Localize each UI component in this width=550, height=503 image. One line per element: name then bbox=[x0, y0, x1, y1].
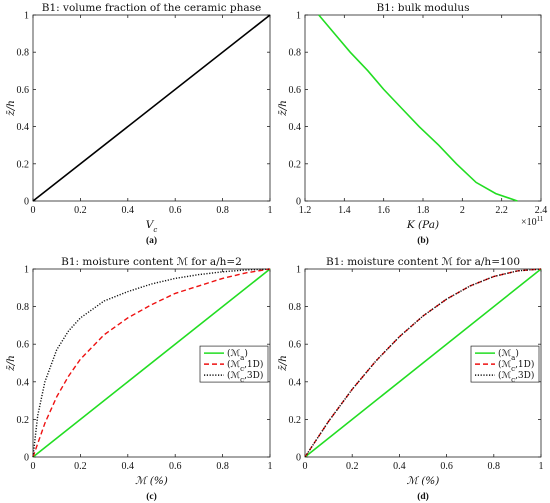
x-axis-label: ℳ (%) bbox=[135, 475, 168, 487]
y-tick-label: 0.6 bbox=[17, 340, 30, 351]
legend-label: (ℳc,3D) bbox=[227, 370, 263, 384]
x-tick-label: 0.8 bbox=[216, 461, 229, 472]
x-tick-label: 2.2 bbox=[495, 205, 508, 216]
y-axis-label: z̄/h bbox=[5, 100, 17, 117]
series-line-0 bbox=[318, 14, 518, 202]
panel-caption: (a) bbox=[146, 235, 157, 246]
series-line-c-1d bbox=[32, 268, 271, 458]
x-axis-label: ℳ (%) bbox=[407, 475, 440, 487]
plot-frame bbox=[304, 14, 542, 202]
x-axis-label: Vc bbox=[146, 219, 158, 234]
x-tick-label: 1 bbox=[268, 205, 273, 216]
x-tick-label: 0 bbox=[31, 461, 36, 472]
series-line-c-3d bbox=[32, 268, 271, 458]
x-tick-label: 0.8 bbox=[216, 205, 229, 216]
x-tick-label: 0.6 bbox=[169, 205, 182, 216]
chart-panel-b: B1: bulk modulus 1.2 1.4 1.6 1.8 2 2.2 2.4 0 0.2 0… bbox=[277, 2, 547, 246]
y-tick-label: 0.6 bbox=[289, 85, 302, 96]
x-tick-label: 0.2 bbox=[74, 205, 87, 216]
y-tick-label: 0 bbox=[296, 197, 301, 208]
series-line-c-1d bbox=[304, 268, 542, 458]
chart-title: B1: moisture content ℳ for a/h=2 bbox=[61, 256, 242, 268]
x-tick-label: 1.4 bbox=[338, 205, 351, 216]
x-tick-label: 0.6 bbox=[169, 461, 182, 472]
y-tick-label: 0.4 bbox=[289, 377, 302, 388]
y-tick-label: 0.2 bbox=[289, 415, 302, 426]
legend-label: (ℳc,3D) bbox=[498, 370, 534, 384]
chart-title: B1: volume fraction of the ceramic phase bbox=[42, 2, 262, 14]
x-tick-label: 0.2 bbox=[346, 461, 359, 472]
x-tick-label: 0.4 bbox=[122, 461, 135, 472]
y-axis-label: z̄/h bbox=[277, 355, 289, 372]
x-tick-label: 0.6 bbox=[440, 461, 453, 472]
series-line-0 bbox=[32, 14, 271, 202]
x-tick-label: 0.8 bbox=[488, 461, 501, 472]
y-tick-label: 0.2 bbox=[289, 159, 302, 170]
legend-label: (ℳc,1D) bbox=[227, 359, 263, 373]
x-tick-label: 0.4 bbox=[393, 461, 406, 472]
y-tick-label: 0.4 bbox=[289, 122, 302, 133]
x-tick-label: 1.2 bbox=[299, 205, 312, 216]
y-tick-label: 0.8 bbox=[17, 302, 30, 313]
y-tick-label: 0.4 bbox=[17, 377, 30, 388]
panel-caption: (c) bbox=[146, 491, 157, 502]
y-tick-label: 0.2 bbox=[17, 159, 30, 170]
y-axis-label: z̄/h bbox=[5, 355, 17, 372]
plot-frame bbox=[32, 268, 271, 458]
x-tick-label: 1 bbox=[268, 461, 273, 472]
legend-label: (ℳc,1D) bbox=[498, 359, 534, 373]
plot-frame bbox=[32, 14, 271, 202]
legend-label: (ℳa) bbox=[227, 348, 248, 362]
y-tick-label: 0.6 bbox=[17, 85, 30, 96]
y-tick-label: 0 bbox=[24, 453, 29, 464]
chart-panel-d: B1: moisture content ℳ for a/h=100 0 0.2 0.… bbox=[277, 256, 544, 502]
y-tick-label: 1 bbox=[24, 265, 29, 276]
y-tick-label: 0 bbox=[24, 197, 29, 208]
legend-box bbox=[199, 345, 269, 383]
legend: (ℳa)(ℳc,1D)(ℳc,3D) bbox=[199, 345, 269, 384]
y-tick-label: 0.8 bbox=[289, 302, 302, 313]
chart-panel-a: B1: volume fraction of the ceramic phase… bbox=[5, 2, 273, 246]
legend: (ℳa)(ℳc,1D)(ℳc,3D) bbox=[470, 345, 540, 384]
panel-caption: (d) bbox=[417, 491, 429, 502]
x-tick-label: 0 bbox=[303, 461, 308, 472]
series-line-a bbox=[304, 268, 542, 458]
panel-caption: (b) bbox=[417, 235, 429, 246]
chart-title: B1: bulk modulus bbox=[376, 2, 469, 14]
y-tick-label: 0.6 bbox=[289, 340, 302, 351]
y-tick-label: 0.8 bbox=[289, 48, 302, 59]
x-tick-label: 2 bbox=[460, 205, 465, 216]
x-tick-label: 1.6 bbox=[377, 205, 390, 216]
y-tick-label: 1 bbox=[296, 265, 301, 276]
x-tick-label: 0.4 bbox=[122, 205, 135, 216]
legend-box bbox=[470, 345, 540, 383]
y-axis-label: z̄/h bbox=[277, 100, 289, 117]
x-tick-label: 0.2 bbox=[74, 461, 87, 472]
x-tick-label: 1.8 bbox=[417, 205, 430, 216]
chart-title: B1: moisture content ℳ for a/h=100 bbox=[326, 256, 520, 268]
y-tick-label: 1 bbox=[296, 11, 301, 22]
y-tick-label: 0 bbox=[296, 453, 301, 464]
legend-label: (ℳa) bbox=[498, 348, 519, 362]
y-tick-label: 1 bbox=[24, 11, 29, 22]
y-tick-label: 0.4 bbox=[17, 122, 30, 133]
chart-panel-c: B1: moisture content ℳ for a/h=2 0 0.2 0.4 0… bbox=[5, 256, 273, 502]
x-tick-label: 2.4 bbox=[535, 205, 548, 216]
x-tick-label: 1 bbox=[539, 461, 544, 472]
y-tick-label: 0.2 bbox=[17, 415, 30, 426]
plot-frame bbox=[304, 268, 542, 458]
x-axis-label: K (Pa) bbox=[406, 219, 439, 231]
y-tick-label: 0.8 bbox=[17, 48, 30, 59]
x-axis-multiplier: ×1011 bbox=[521, 215, 544, 228]
series-line-a bbox=[32, 268, 271, 458]
x-tick-label: 0 bbox=[31, 205, 36, 216]
